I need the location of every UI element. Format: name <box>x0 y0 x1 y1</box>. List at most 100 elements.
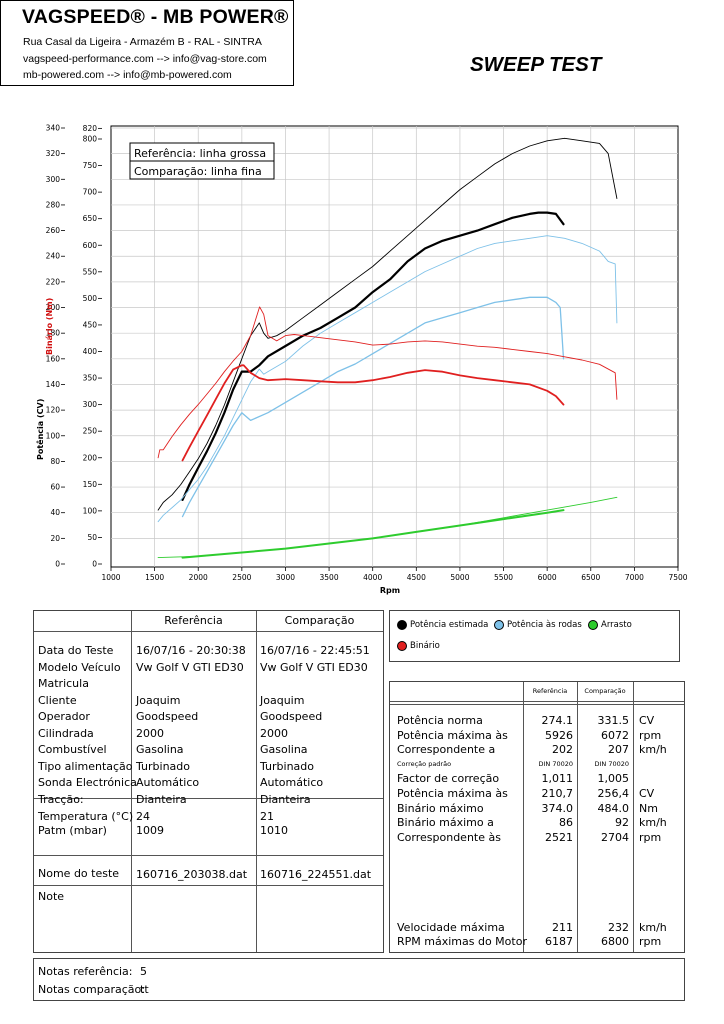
col-header-comparison: Comparação <box>584 687 626 695</box>
x-tick-label: 7000 <box>625 573 644 582</box>
result-ref-value: 374.0 <box>541 801 574 815</box>
torque-tick-label: 500 <box>83 294 98 303</box>
torque-tick-label: 820 <box>83 124 98 133</box>
result-cmp-value: 331.5 <box>597 714 630 727</box>
info-label: Tipo alimentação <box>38 759 133 773</box>
divider <box>34 855 383 856</box>
brand-title: VAGSPEED® - MB POWER® <box>22 6 289 28</box>
result-unit: rpm <box>639 830 662 844</box>
series-pot-ncia-estimada-reference <box>181 211 565 501</box>
legend-dot <box>588 620 598 630</box>
info-label: Operador <box>38 710 90 723</box>
result-unit: rpm <box>639 935 662 948</box>
result-cmp-value: 256,4 <box>597 787 630 800</box>
chart-grid <box>111 126 678 567</box>
divider <box>577 682 578 952</box>
legend-dot <box>397 641 407 651</box>
series-pot-ncia-s-rodas-comparison <box>157 235 618 523</box>
dyno-chart: 1000 1500 2000 2500 3000 3500 4000 4500 5000 5500… <box>35 124 688 596</box>
info-ref-value: Dianteira <box>136 792 187 806</box>
result-ref-value: 211 <box>552 921 573 934</box>
torque-tick-label: 750 <box>83 161 98 170</box>
x-axis-label: Rpm <box>380 586 400 595</box>
torque-tick-label: 700 <box>83 188 98 197</box>
temperature-ref: 24 <box>136 810 150 823</box>
test-name-label: Nome do teste <box>38 867 120 880</box>
legend-item-wheel-power: Potência às rodas <box>494 620 582 630</box>
result-cmp-value: 207 <box>608 743 629 757</box>
torque-tick-label: 450 <box>83 320 98 329</box>
torque-tick-label: 100 <box>83 506 98 515</box>
power-tick-label: 240 <box>46 252 61 261</box>
chart-axes: 1000 1500 2000 2500 3000 3500 4000 4500 5000 5500… <box>46 124 688 583</box>
x-tick-label: 5500 <box>494 573 513 582</box>
line-key-comparison: Comparação: linha fina <box>134 165 262 178</box>
power-tick-label: 140 <box>46 380 61 389</box>
info-label: Cilindrada <box>38 726 94 740</box>
x-tick-label: 2500 <box>232 573 251 582</box>
result-ref-value: 1,011 <box>541 772 574 786</box>
result-ref-value: 86 <box>559 816 573 830</box>
divider <box>34 885 383 886</box>
torque-tick-label: 0 <box>92 560 97 569</box>
x-tick-label: 4500 <box>407 573 426 582</box>
notes-box: Notas referência: 5 Notas comparação: tt <box>33 958 685 1001</box>
series-arrasto-comparison <box>157 496 618 559</box>
result-cmp-value: DIN 70020 <box>594 759 629 768</box>
info-label: Modelo Veículo <box>38 660 121 674</box>
power-tick-label: 280 <box>46 200 61 209</box>
result-ref-value: 274.1 <box>541 714 574 727</box>
power-tick-label: 80 <box>50 457 60 466</box>
legend-label: Potência às rodas <box>507 620 582 630</box>
torque-tick-label: 550 <box>83 267 98 276</box>
legend-label: Arrasto <box>601 620 632 630</box>
info-cmp-value: 16/07/16 - 22:45:51 <box>260 644 370 657</box>
result-label: Correspondente a <box>397 743 496 757</box>
result-cmp-value: 1,005 <box>597 772 630 786</box>
divider <box>633 682 634 952</box>
results-table: Referência Comparação Potência norma 274.… <box>389 681 685 953</box>
result-unit: Nm <box>639 801 658 815</box>
result-label: Correspondente às <box>397 830 501 844</box>
result-cmp-value: 484.0 <box>597 801 630 815</box>
info-cmp-value: Joaquim <box>260 693 305 707</box>
info-ref-value: 2000 <box>136 726 164 740</box>
result-unit: km/h <box>639 816 667 830</box>
divider <box>390 701 684 702</box>
info-ref-value: Vw Golf V GTI ED30 <box>136 660 244 674</box>
result-ref-value: 5926 <box>545 728 573 742</box>
line-key-box: Referência: linha grossa Comparação: lin… <box>129 142 275 180</box>
result-label: Potência máxima às <box>397 728 508 742</box>
result-ref-value: 6187 <box>545 935 573 948</box>
x-tick-label: 6000 <box>538 573 557 582</box>
patm-cmp: 1010 <box>260 824 288 837</box>
power-tick-label: 180 <box>46 329 61 338</box>
info-ref-value: 16/07/16 - 20:30:38 <box>136 644 246 657</box>
result-label: Factor de correção <box>397 772 500 786</box>
header-box: VAGSPEED® - MB POWER® Rua Casal da Ligei… <box>0 0 294 86</box>
result-label: Binário máximo <box>397 801 484 815</box>
info-label: Sonda Electrónica <box>38 776 137 789</box>
result-ref-value: DIN 70020 <box>538 759 573 768</box>
result-label: Binário máximo a <box>397 816 494 830</box>
torque-tick-label: 250 <box>83 427 98 436</box>
result-ref-value: 202 <box>552 743 573 757</box>
col-header-reference: Referência <box>164 614 223 627</box>
info-label: Cliente <box>38 693 77 707</box>
torque-tick-label: 200 <box>83 453 98 462</box>
result-cmp-value: 2704 <box>601 830 629 844</box>
result-cmp-value: 232 <box>608 921 629 934</box>
legend-label: Binário <box>410 641 440 651</box>
power-tick-label: 200 <box>46 303 61 312</box>
result-cmp-value: 6800 <box>601 935 629 948</box>
result-unit: km/h <box>639 743 667 757</box>
result-label: Correção padrão <box>397 759 452 768</box>
patm-label: Patm (mbar) <box>38 824 107 837</box>
x-tick-label: 6500 <box>581 573 600 582</box>
legend-item-estimated-power: Potência estimada <box>397 620 488 630</box>
power-tick-label: 100 <box>46 431 61 440</box>
result-unit: CV <box>639 787 655 800</box>
temperature-label: Temperatura (°C) <box>38 810 134 823</box>
x-tick-label: 2000 <box>189 573 208 582</box>
divider <box>131 611 132 952</box>
